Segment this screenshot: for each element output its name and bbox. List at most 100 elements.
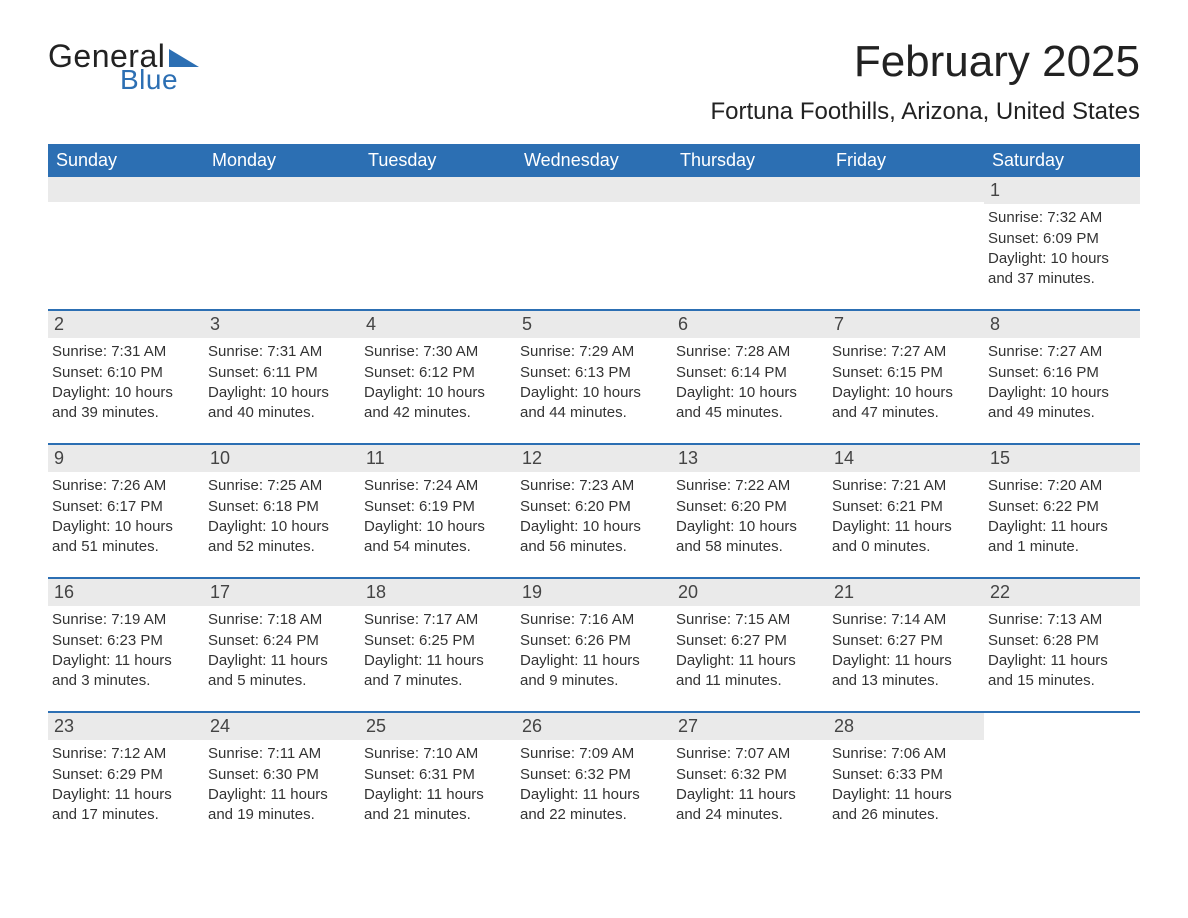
sunset-text: Sunset: 6:20 PM bbox=[520, 497, 668, 517]
weekday-header-row: Sunday Monday Tuesday Wednesday Thursday… bbox=[48, 144, 1140, 177]
daylight-text-line1: Daylight: 10 hours bbox=[52, 517, 200, 537]
day-cell: 12Sunrise: 7:23 AMSunset: 6:20 PMDayligh… bbox=[516, 445, 672, 565]
week-row: 1Sunrise: 7:32 AMSunset: 6:09 PMDaylight… bbox=[48, 177, 1140, 297]
sunset-text: Sunset: 6:14 PM bbox=[676, 363, 824, 383]
daylight-text-line1: Daylight: 11 hours bbox=[832, 651, 980, 671]
sunrise-text: Sunrise: 7:30 AM bbox=[364, 342, 512, 362]
daylight-text-line1: Daylight: 11 hours bbox=[364, 785, 512, 805]
day-cell: 18Sunrise: 7:17 AMSunset: 6:25 PMDayligh… bbox=[360, 579, 516, 699]
daylight-text-line1: Daylight: 10 hours bbox=[364, 383, 512, 403]
weekday-header-cell: Thursday bbox=[672, 144, 828, 177]
sunrise-text: Sunrise: 7:07 AM bbox=[676, 744, 824, 764]
sunset-text: Sunset: 6:15 PM bbox=[832, 363, 980, 383]
sunset-text: Sunset: 6:31 PM bbox=[364, 765, 512, 785]
daylight-text-line2: and 56 minutes. bbox=[520, 537, 668, 557]
sunset-text: Sunset: 6:20 PM bbox=[676, 497, 824, 517]
day-number: 20 bbox=[672, 579, 828, 606]
day-body: Sunrise: 7:29 AMSunset: 6:13 PMDaylight:… bbox=[516, 338, 672, 429]
weekday-header-cell: Monday bbox=[204, 144, 360, 177]
daylight-text-line1: Daylight: 11 hours bbox=[52, 651, 200, 671]
day-cell: 6Sunrise: 7:28 AMSunset: 6:14 PMDaylight… bbox=[672, 311, 828, 431]
day-cell: 19Sunrise: 7:16 AMSunset: 6:26 PMDayligh… bbox=[516, 579, 672, 699]
day-number: 2 bbox=[48, 311, 204, 338]
sunrise-text: Sunrise: 7:09 AM bbox=[520, 744, 668, 764]
header: General Blue February 2025 Fortuna Footh… bbox=[48, 40, 1140, 126]
daylight-text-line1: Daylight: 10 hours bbox=[988, 383, 1136, 403]
day-body: Sunrise: 7:09 AMSunset: 6:32 PMDaylight:… bbox=[516, 740, 672, 831]
day-number: 22 bbox=[984, 579, 1140, 606]
daylight-text-line1: Daylight: 11 hours bbox=[520, 651, 668, 671]
weekday-header-cell: Friday bbox=[828, 144, 984, 177]
day-body: Sunrise: 7:18 AMSunset: 6:24 PMDaylight:… bbox=[204, 606, 360, 697]
day-number: 16 bbox=[48, 579, 204, 606]
day-number-empty bbox=[672, 177, 828, 202]
day-body: Sunrise: 7:16 AMSunset: 6:26 PMDaylight:… bbox=[516, 606, 672, 697]
sunrise-text: Sunrise: 7:28 AM bbox=[676, 342, 824, 362]
day-cell: 26Sunrise: 7:09 AMSunset: 6:32 PMDayligh… bbox=[516, 713, 672, 833]
daylight-text-line1: Daylight: 10 hours bbox=[520, 517, 668, 537]
daylight-text-line2: and 5 minutes. bbox=[208, 671, 356, 691]
sunset-text: Sunset: 6:30 PM bbox=[208, 765, 356, 785]
day-body: Sunrise: 7:17 AMSunset: 6:25 PMDaylight:… bbox=[360, 606, 516, 697]
sunset-text: Sunset: 6:25 PM bbox=[364, 631, 512, 651]
daylight-text-line1: Daylight: 11 hours bbox=[208, 651, 356, 671]
sunset-text: Sunset: 6:19 PM bbox=[364, 497, 512, 517]
day-number: 21 bbox=[828, 579, 984, 606]
day-cell: 25Sunrise: 7:10 AMSunset: 6:31 PMDayligh… bbox=[360, 713, 516, 833]
day-number-empty bbox=[48, 177, 204, 202]
daylight-text-line2: and 40 minutes. bbox=[208, 403, 356, 423]
week-row: 9Sunrise: 7:26 AMSunset: 6:17 PMDaylight… bbox=[48, 443, 1140, 565]
daylight-text-line2: and 44 minutes. bbox=[520, 403, 668, 423]
weekday-header-cell: Tuesday bbox=[360, 144, 516, 177]
daylight-text-line1: Daylight: 10 hours bbox=[52, 383, 200, 403]
sunset-text: Sunset: 6:27 PM bbox=[832, 631, 980, 651]
daylight-text-line2: and 15 minutes. bbox=[988, 671, 1136, 691]
daylight-text-line1: Daylight: 10 hours bbox=[832, 383, 980, 403]
day-body: Sunrise: 7:28 AMSunset: 6:14 PMDaylight:… bbox=[672, 338, 828, 429]
day-cell bbox=[516, 177, 672, 297]
day-body: Sunrise: 7:26 AMSunset: 6:17 PMDaylight:… bbox=[48, 472, 204, 563]
daylight-text-line2: and 21 minutes. bbox=[364, 805, 512, 825]
daylight-text-line1: Daylight: 10 hours bbox=[208, 517, 356, 537]
day-number: 13 bbox=[672, 445, 828, 472]
daylight-text-line2: and 11 minutes. bbox=[676, 671, 824, 691]
day-cell: 14Sunrise: 7:21 AMSunset: 6:21 PMDayligh… bbox=[828, 445, 984, 565]
sunrise-text: Sunrise: 7:22 AM bbox=[676, 476, 824, 496]
sunrise-text: Sunrise: 7:06 AM bbox=[832, 744, 980, 764]
day-body: Sunrise: 7:31 AMSunset: 6:10 PMDaylight:… bbox=[48, 338, 204, 429]
day-number-empty bbox=[984, 713, 1140, 738]
sunset-text: Sunset: 6:26 PM bbox=[520, 631, 668, 651]
day-number-empty bbox=[360, 177, 516, 202]
daylight-text-line1: Daylight: 11 hours bbox=[676, 651, 824, 671]
daylight-text-line2: and 39 minutes. bbox=[52, 403, 200, 423]
title-block: February 2025 Fortuna Foothills, Arizona… bbox=[710, 40, 1140, 126]
sunset-text: Sunset: 6:23 PM bbox=[52, 631, 200, 651]
day-number: 5 bbox=[516, 311, 672, 338]
day-cell: 4Sunrise: 7:30 AMSunset: 6:12 PMDaylight… bbox=[360, 311, 516, 431]
day-cell bbox=[984, 713, 1140, 833]
day-cell bbox=[828, 177, 984, 297]
sunset-text: Sunset: 6:12 PM bbox=[364, 363, 512, 383]
day-body: Sunrise: 7:27 AMSunset: 6:16 PMDaylight:… bbox=[984, 338, 1140, 429]
daylight-text-line1: Daylight: 11 hours bbox=[208, 785, 356, 805]
week-row: 23Sunrise: 7:12 AMSunset: 6:29 PMDayligh… bbox=[48, 711, 1140, 833]
daylight-text-line2: and 22 minutes. bbox=[520, 805, 668, 825]
sunset-text: Sunset: 6:16 PM bbox=[988, 363, 1136, 383]
sunrise-text: Sunrise: 7:13 AM bbox=[988, 610, 1136, 630]
sunrise-text: Sunrise: 7:11 AM bbox=[208, 744, 356, 764]
day-body: Sunrise: 7:07 AMSunset: 6:32 PMDaylight:… bbox=[672, 740, 828, 831]
sunset-text: Sunset: 6:13 PM bbox=[520, 363, 668, 383]
day-number-empty bbox=[516, 177, 672, 202]
daylight-text-line1: Daylight: 11 hours bbox=[676, 785, 824, 805]
day-cell: 22Sunrise: 7:13 AMSunset: 6:28 PMDayligh… bbox=[984, 579, 1140, 699]
day-number: 27 bbox=[672, 713, 828, 740]
sunrise-text: Sunrise: 7:12 AM bbox=[52, 744, 200, 764]
daylight-text-line1: Daylight: 11 hours bbox=[832, 785, 980, 805]
daylight-text-line1: Daylight: 10 hours bbox=[676, 383, 824, 403]
daylight-text-line2: and 54 minutes. bbox=[364, 537, 512, 557]
daylight-text-line2: and 13 minutes. bbox=[832, 671, 980, 691]
day-cell: 23Sunrise: 7:12 AMSunset: 6:29 PMDayligh… bbox=[48, 713, 204, 833]
day-cell: 21Sunrise: 7:14 AMSunset: 6:27 PMDayligh… bbox=[828, 579, 984, 699]
day-number: 10 bbox=[204, 445, 360, 472]
sunrise-text: Sunrise: 7:27 AM bbox=[832, 342, 980, 362]
